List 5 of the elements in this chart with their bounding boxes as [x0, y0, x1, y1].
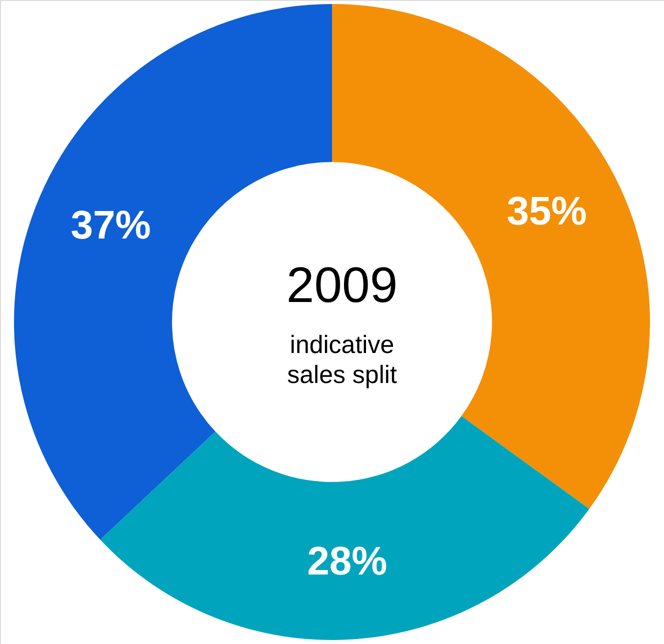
text: 2009: [286, 257, 398, 313]
text: indicative sales split: [287, 331, 397, 389]
data-label: 28%: [307, 540, 388, 584]
data-label: 37%: [70, 203, 151, 248]
data-label: 35%: [506, 190, 587, 234]
